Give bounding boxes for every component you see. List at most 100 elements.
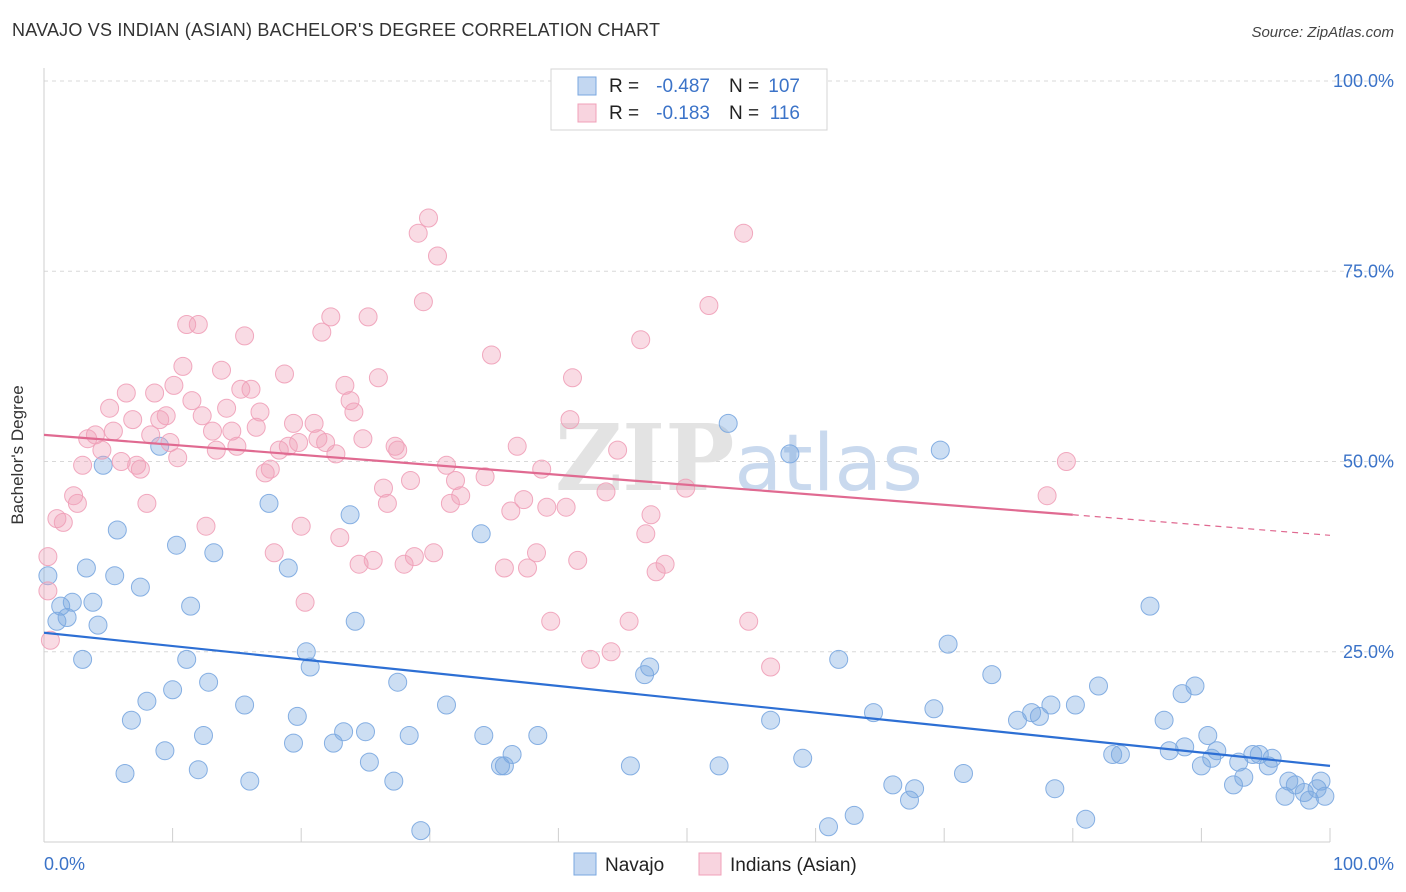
legend-item-navajo-label: Navajo [605, 855, 664, 876]
navajo-point [793, 748, 813, 768]
indian-point [212, 360, 231, 380]
indian-point [501, 501, 521, 521]
x-tick-label-min: 0.0% [44, 854, 85, 874]
legend-r-value: -0.183 [656, 103, 710, 124]
legend: R = -0.487 N = 107 R = -0.183 N = 116 [550, 68, 828, 131]
navajo-point [938, 634, 958, 654]
navajo-point [1076, 809, 1096, 829]
x-tick-label-max: 100.0% [1333, 854, 1394, 874]
indian-point [100, 398, 120, 418]
navajo-point [900, 790, 919, 810]
navajo-point [115, 764, 135, 783]
navajo-point [1140, 596, 1160, 616]
navajo-point [204, 543, 224, 563]
indian-point [196, 516, 216, 536]
indian-point [47, 509, 67, 529]
indian-point [250, 402, 270, 422]
indian-point [38, 547, 58, 567]
navajo-trend-line [44, 631, 1331, 767]
bottom-legend[interactable]: Navajo Indians (Asian) [573, 852, 857, 876]
indian-point [446, 471, 465, 490]
navajo-point [194, 726, 213, 745]
legend-n-value: 116 [770, 103, 800, 124]
navajo-point [105, 566, 125, 586]
indian-point [482, 345, 501, 365]
indian-point [255, 463, 275, 483]
indian-point [349, 554, 369, 574]
y-tick-label: 50.0% [1343, 452, 1394, 472]
navajo-point [107, 520, 127, 540]
indian-point [217, 398, 237, 418]
navajo-point [235, 695, 255, 715]
indian-point [321, 307, 341, 327]
navajo-point [334, 722, 354, 742]
indian-point [440, 493, 460, 513]
indian-point [246, 417, 266, 437]
indian-point [734, 223, 754, 243]
indian-point [145, 383, 165, 403]
indian-point [103, 421, 123, 441]
indian-point [289, 433, 309, 452]
navajo-point [905, 779, 925, 799]
indian-point [631, 330, 651, 350]
navajo-point [300, 657, 320, 677]
indian-point [222, 421, 242, 441]
navajo-point [1315, 786, 1335, 806]
navajo-point [73, 649, 93, 669]
indian-point [335, 375, 355, 395]
legend-swatch [577, 103, 597, 123]
indian-point [160, 433, 180, 452]
navajo-point [528, 726, 548, 745]
indian-point [260, 459, 280, 479]
navajo-point [1045, 779, 1065, 799]
indian-point [401, 471, 420, 490]
navajo-point [121, 710, 141, 730]
navajo-point [718, 413, 738, 433]
navajo-point [1207, 741, 1227, 761]
navajo-point [1041, 695, 1061, 715]
navajo-point [709, 756, 729, 776]
legend-n-value: 107 [768, 76, 800, 97]
navajo-point [780, 444, 800, 464]
legend-item-navajo-swatch [573, 852, 597, 876]
indian-point [304, 413, 324, 433]
navajo-point [411, 821, 431, 841]
indian-point [494, 558, 514, 578]
indian-point [568, 550, 588, 570]
navajo-point [1198, 726, 1218, 745]
legend-n-label: N = [729, 76, 759, 97]
navajo-point [181, 596, 201, 616]
navajo-point [1110, 745, 1130, 764]
indian-point [73, 455, 93, 475]
navajo-point [47, 611, 67, 631]
chart-title: NAVAJO VS INDIAN (ASIAN) BACHELOR'S DEGR… [12, 20, 661, 40]
indian-point [532, 459, 552, 479]
indian-point [123, 410, 143, 430]
navajo-point [1311, 771, 1331, 791]
navajo-point [502, 745, 522, 764]
indian-point [227, 436, 247, 456]
navajo-point [930, 440, 950, 460]
watermark: ZIPatlas [555, 404, 923, 512]
navajo-point [259, 493, 279, 513]
indian-point [413, 292, 433, 312]
navajo-point [982, 665, 1002, 685]
indian-point [168, 448, 188, 468]
indian-point [203, 421, 222, 441]
indian-point [475, 467, 495, 487]
indian-point [655, 554, 675, 574]
navajo-point [494, 756, 514, 776]
legend-n-label: N = [729, 103, 759, 124]
navajo-point [761, 710, 781, 730]
indian-point [424, 543, 444, 563]
navajo-point [471, 524, 491, 544]
navajo-point [1224, 775, 1243, 795]
navajo-point [345, 611, 365, 631]
navajo-point [954, 764, 973, 783]
indian-point [192, 406, 212, 426]
legend-box [550, 68, 828, 131]
indian-point [177, 315, 197, 334]
navajo-point [829, 649, 849, 669]
indian-point [278, 436, 298, 456]
indian-point [164, 375, 184, 395]
